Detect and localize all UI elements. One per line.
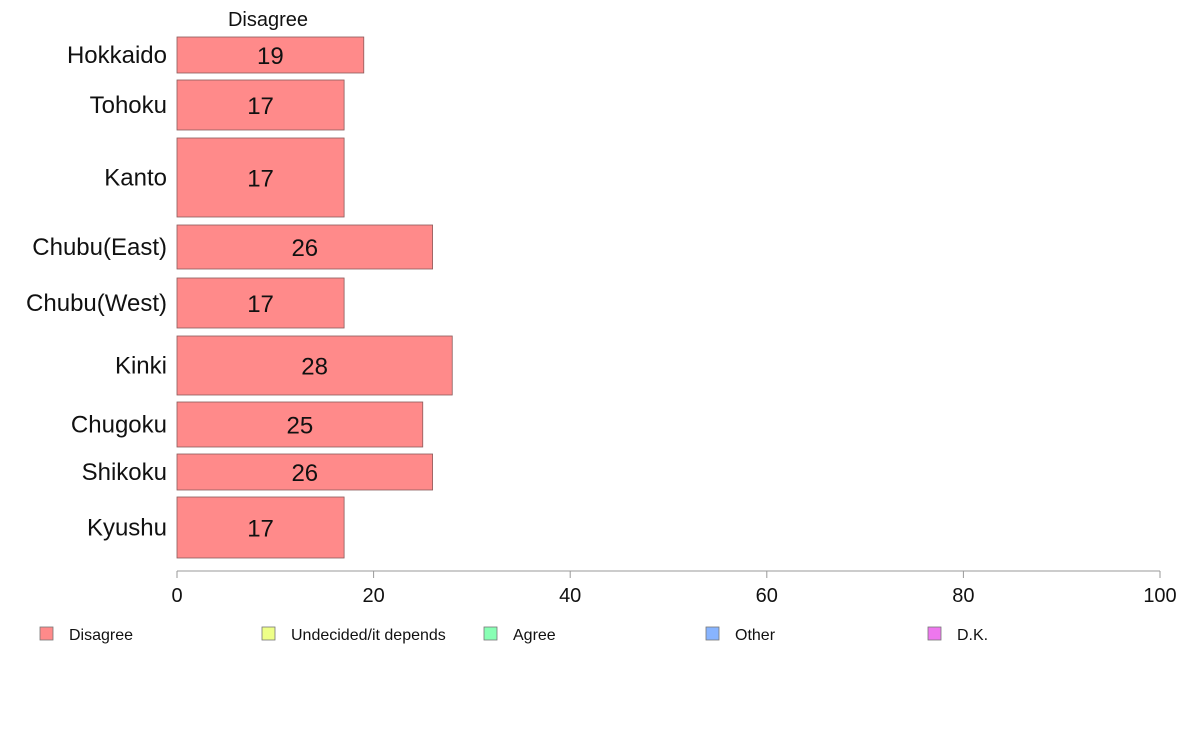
x-tick-label: 0 <box>171 585 182 607</box>
bar-kyushu <box>176 496 345 559</box>
legend-label: Disagree <box>69 627 133 644</box>
category-label: Chubu(West) <box>26 290 167 317</box>
legend-label: Undecided/it depends <box>291 627 446 644</box>
category-label: Kanto <box>104 165 167 192</box>
value-label: 17 <box>247 166 274 193</box>
value-label: 19 <box>257 43 284 70</box>
category-label: Shikoku <box>82 459 167 486</box>
x-tick-label: 80 <box>952 585 974 607</box>
bar-tohoku <box>176 79 345 131</box>
bar-kanto <box>176 137 345 218</box>
value-label: 25 <box>287 413 314 440</box>
panel-title: Disagree <box>228 9 308 31</box>
value-label: 17 <box>247 93 274 120</box>
bar-chugoku <box>176 401 424 448</box>
category-labels: Hokkaido Tohoku Kanto Chubu(East) Chubu(West… <box>26 42 167 542</box>
bar-chubu-east- <box>176 224 433 270</box>
bar-shikoku <box>176 453 433 491</box>
legend-swatch <box>261 626 276 641</box>
x-tick-label: 20 <box>362 585 384 607</box>
x-tick-label: 60 <box>756 585 778 607</box>
value-label: 28 <box>301 354 328 381</box>
value-label: 17 <box>247 291 274 318</box>
legend-swatch <box>483 626 498 641</box>
category-label: Hokkaido <box>67 42 167 69</box>
bar-kinki <box>176 335 453 396</box>
bar-hokkaido <box>176 36 365 74</box>
legend-label: D.K. <box>957 627 988 644</box>
category-label: Kyushu <box>87 515 167 542</box>
bar-chubu-west- <box>176 277 345 329</box>
bars-group <box>176 36 453 559</box>
category-label: Tohoku <box>90 92 167 119</box>
legend: Disagree Undecided/it depends Agree Other D.… <box>39 626 988 644</box>
x-tick-label: 100 <box>1143 585 1176 607</box>
category-label: Kinki <box>115 353 167 380</box>
legend-swatch <box>927 626 942 641</box>
value-label: 26 <box>291 235 318 262</box>
value-label: 17 <box>247 516 274 543</box>
value-labels: 19 17 17 26 17 28 25 26 17 <box>247 43 328 543</box>
category-label: Chubu(East) <box>32 234 167 261</box>
legend-label: Other <box>735 627 776 644</box>
x-axis: 0 20 40 60 80 100 <box>171 570 1177 607</box>
category-label: Chugoku <box>71 412 167 439</box>
value-label: 26 <box>291 460 318 487</box>
legend-swatch <box>39 626 54 641</box>
legend-swatch <box>705 626 720 641</box>
legend-label: Agree <box>513 627 556 644</box>
x-tick-label: 40 <box>559 585 581 607</box>
